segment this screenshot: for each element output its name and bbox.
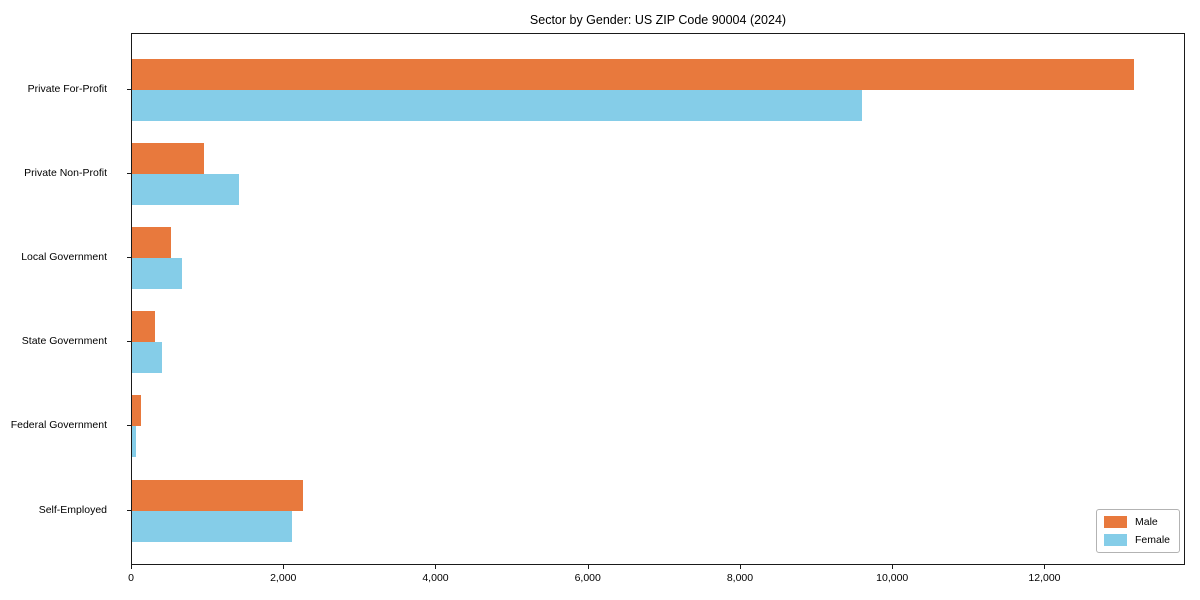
x-tick-mark bbox=[283, 565, 285, 569]
x-tick-mark bbox=[435, 565, 437, 569]
x-tick-label-12000: 12,000 bbox=[1028, 572, 1061, 584]
bar-male-state-government bbox=[132, 311, 156, 343]
y-tick-label-state-government: State Government bbox=[21, 335, 107, 348]
bar-female-local-government bbox=[132, 257, 182, 289]
x-tick-mark bbox=[892, 565, 894, 569]
x-tick-label-2000: 2,000 bbox=[270, 572, 297, 584]
y-tick-mark bbox=[127, 256, 131, 258]
y-tick-label-private-non-profit: Private Non-Profit bbox=[24, 166, 107, 179]
bar-female-self-employed bbox=[132, 510, 293, 542]
legend-entry-female: Female bbox=[1103, 534, 1170, 546]
x-tick-mark bbox=[587, 565, 589, 569]
bar-male-private-for-profit bbox=[132, 58, 1134, 90]
y-tick-label-private-for-profit: Private For-Profit bbox=[27, 82, 107, 95]
bar-male-private-non-profit bbox=[132, 142, 205, 174]
bar-male-local-government bbox=[132, 226, 171, 258]
y-axis-labels: Private For-Profit Private Non-Profit Loca… bbox=[0, 33, 117, 565]
x-tick-label-8000: 8,000 bbox=[726, 572, 754, 584]
bar-female-private-for-profit bbox=[132, 89, 862, 121]
legend-label-male: Male bbox=[1134, 516, 1158, 528]
female-color-swatch bbox=[1103, 534, 1127, 546]
y-tick-mark bbox=[127, 172, 131, 174]
x-axis: 0 2,000 4,000 6,000 8,000 10,000 12,000 bbox=[128, 565, 1185, 595]
y-axis-ticks bbox=[127, 33, 131, 565]
x-tick-mark bbox=[1044, 565, 1046, 569]
y-tick-mark bbox=[127, 509, 131, 511]
y-tick-mark bbox=[127, 88, 131, 90]
y-tick-label-federal-government: Federal Government bbox=[10, 419, 107, 432]
bar-female-private-non-profit bbox=[132, 173, 239, 205]
bar-female-federal-government bbox=[132, 426, 137, 458]
legend: Male Female bbox=[1095, 509, 1180, 553]
bar-female-state-government bbox=[132, 342, 163, 374]
x-tick-label-10000: 10,000 bbox=[876, 572, 909, 584]
y-tick-mark bbox=[127, 341, 131, 343]
plot-area: Male Female bbox=[131, 33, 1185, 565]
x-tick-label-4000: 4,000 bbox=[422, 572, 449, 584]
y-tick-mark bbox=[127, 425, 131, 427]
x-tick-mark bbox=[739, 565, 741, 569]
y-tick-label-self-employed: Self-Employed bbox=[38, 503, 107, 516]
male-color-swatch bbox=[1103, 516, 1127, 528]
y-tick-label-local-government: Local Government bbox=[21, 250, 107, 263]
x-tick-label-6000: 6,000 bbox=[574, 572, 601, 584]
chart-title: Sector by Gender: US ZIP Code 90004 (202… bbox=[529, 13, 787, 27]
x-tick-label-0: 0 bbox=[128, 572, 134, 584]
bar-male-federal-government bbox=[132, 395, 142, 427]
legend-label-female: Female bbox=[1134, 534, 1170, 546]
bar-male-self-employed bbox=[132, 479, 304, 511]
x-tick-mark bbox=[131, 565, 132, 569]
legend-entry-male: Male bbox=[1103, 516, 1170, 528]
